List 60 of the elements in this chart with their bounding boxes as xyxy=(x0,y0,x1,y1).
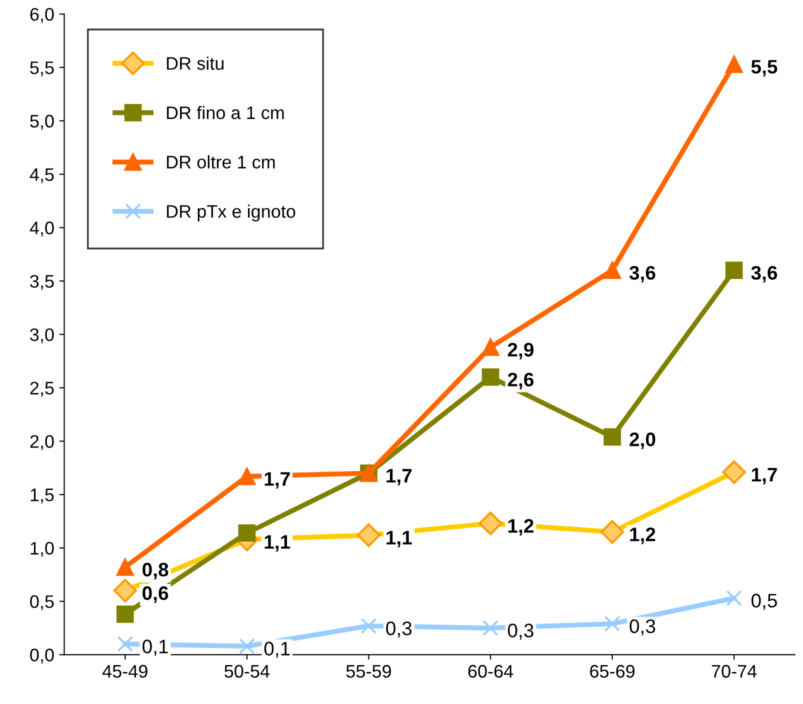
data-label: 1,7 xyxy=(264,472,290,489)
point xyxy=(117,636,134,652)
point xyxy=(604,616,620,632)
point xyxy=(725,262,743,280)
data-label: 1,2 xyxy=(508,519,534,536)
point xyxy=(116,558,134,576)
data-label: 1,7 xyxy=(752,468,777,484)
data-label: 1,2 xyxy=(630,528,656,544)
legend-label: DR fino a 1 cm xyxy=(167,106,284,120)
data-label: 0,3 xyxy=(508,624,534,640)
data-label: 3,6 xyxy=(751,266,778,283)
data-label: 1,1 xyxy=(264,535,290,552)
y-tick-label: 2,0 xyxy=(30,435,54,450)
legend-label: DR pTx e ignoto xyxy=(167,204,296,222)
data-label: 0,1 xyxy=(264,642,290,658)
data-label: 1,1 xyxy=(386,530,412,548)
data-label: 0,5 xyxy=(752,594,777,610)
y-tick-label: 1,5 xyxy=(30,488,54,504)
point xyxy=(604,262,621,280)
point xyxy=(726,590,742,606)
y-tick-label: 0,5 xyxy=(30,595,54,610)
data-label: 2,0 xyxy=(630,432,656,450)
x-tick-label: 50-54 xyxy=(224,664,270,678)
y-tick-label: 3,5 xyxy=(30,274,54,290)
data-label: 2,9 xyxy=(508,342,534,360)
point xyxy=(238,524,256,542)
data-label: 0,3 xyxy=(630,619,656,636)
x-tick-label: 60-64 xyxy=(468,664,514,678)
point xyxy=(360,618,377,634)
y-tick-label: 6,0 xyxy=(30,8,54,23)
point xyxy=(482,338,500,356)
data-label: 5,5 xyxy=(751,60,778,76)
x-tick-label: 70-74 xyxy=(712,664,757,678)
data-label: 2,6 xyxy=(508,372,534,390)
y-tick-label: 1,0 xyxy=(30,542,54,557)
point xyxy=(238,638,255,654)
point xyxy=(116,605,134,623)
x-tick-label: 65-69 xyxy=(590,664,635,678)
y-tick-label: 2,5 xyxy=(30,382,54,397)
data-label: 0,1 xyxy=(142,640,168,656)
legend-label: DR oltre 1 cm xyxy=(167,155,275,169)
data-label: 3,6 xyxy=(629,266,656,283)
y-tick-label: 5,5 xyxy=(30,62,54,76)
point xyxy=(238,468,256,486)
legend-label: DR situ xyxy=(167,56,224,70)
point xyxy=(482,368,500,386)
y-tick-label: 4,0 xyxy=(30,222,54,236)
data-label: 1,7 xyxy=(386,469,412,486)
point xyxy=(725,56,743,73)
y-tick-label: 4,5 xyxy=(30,168,54,184)
data-label: 0,3 xyxy=(386,622,412,638)
data-label: 0,8 xyxy=(142,562,168,580)
x-tick-label: 55-59 xyxy=(346,664,391,678)
y-tick-label: 5,0 xyxy=(30,114,54,130)
point xyxy=(482,620,498,636)
y-tick-label: 3,0 xyxy=(30,328,54,344)
x-tick-label: 45-49 xyxy=(102,664,148,678)
y-tick-label: 0,0 xyxy=(30,648,54,664)
point xyxy=(604,428,621,446)
data-label: 0,6 xyxy=(142,586,168,603)
